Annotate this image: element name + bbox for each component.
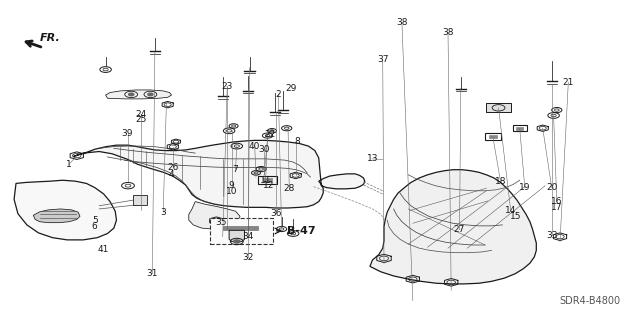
Text: SDR4-B4800: SDR4-B4800 [559, 296, 621, 306]
Text: 9: 9 [229, 181, 234, 190]
Text: 38: 38 [396, 19, 408, 27]
Bar [486, 103, 511, 112]
Text: 18: 18 [495, 177, 506, 186]
Bar [513, 125, 527, 131]
Text: 3: 3 [161, 208, 166, 217]
Text: 14: 14 [505, 206, 516, 215]
Text: 31: 31 [147, 269, 158, 278]
Text: 37: 37 [377, 56, 388, 64]
Text: 21: 21 [563, 78, 574, 87]
Text: 34: 34 [243, 232, 254, 241]
Text: 12: 12 [263, 181, 275, 190]
Text: 40: 40 [249, 142, 260, 151]
Text: 15: 15 [510, 212, 522, 221]
Text: 10: 10 [226, 187, 237, 196]
Text: 36: 36 [271, 209, 282, 218]
Bar [485, 133, 501, 140]
Polygon shape [106, 90, 172, 99]
Bar [489, 135, 497, 138]
Bar [262, 178, 273, 182]
Text: 29: 29 [285, 84, 297, 93]
Text: 32: 32 [243, 253, 254, 262]
Text: 17: 17 [551, 203, 563, 212]
Text: 27: 27 [454, 225, 465, 234]
Polygon shape [33, 209, 80, 223]
Text: FR.: FR. [40, 33, 60, 43]
Polygon shape [74, 140, 365, 208]
Text: 30: 30 [258, 145, 269, 154]
Polygon shape [229, 230, 244, 241]
Text: 7: 7 [233, 165, 238, 174]
Text: 20: 20 [546, 183, 557, 192]
Text: 33: 33 [546, 231, 557, 240]
Text: 19: 19 [519, 183, 531, 192]
Text: 2: 2 [276, 90, 281, 99]
Text: 16: 16 [551, 197, 563, 206]
Text: 6: 6 [92, 222, 97, 231]
Text: 41: 41 [98, 245, 109, 254]
Bar [210, 218, 273, 244]
Circle shape [129, 93, 134, 96]
Bar [258, 176, 277, 184]
Polygon shape [189, 202, 240, 229]
Text: 38: 38 [442, 28, 454, 37]
Circle shape [234, 240, 240, 243]
Text: 8: 8 [295, 137, 300, 146]
Text: 35: 35 [215, 218, 227, 227]
Text: 4: 4 [169, 170, 174, 179]
Polygon shape [14, 180, 116, 240]
Text: 1: 1 [67, 160, 72, 169]
Text: 28: 28 [284, 184, 295, 193]
Polygon shape [370, 170, 536, 284]
Text: 11: 11 [260, 176, 271, 185]
Bar [223, 226, 258, 230]
Text: 26: 26 [167, 163, 179, 172]
Text: 23: 23 [221, 82, 233, 91]
Text: 22: 22 [264, 130, 276, 139]
Text: 39: 39 [121, 129, 132, 138]
Bar [516, 127, 524, 130]
Text: 25: 25 [135, 115, 147, 124]
Text: B-47: B-47 [287, 226, 316, 236]
Text: 5: 5 [92, 216, 97, 225]
Circle shape [148, 93, 153, 96]
Bar [133, 195, 147, 205]
Text: 13: 13 [367, 154, 378, 163]
Text: 24: 24 [135, 110, 147, 119]
